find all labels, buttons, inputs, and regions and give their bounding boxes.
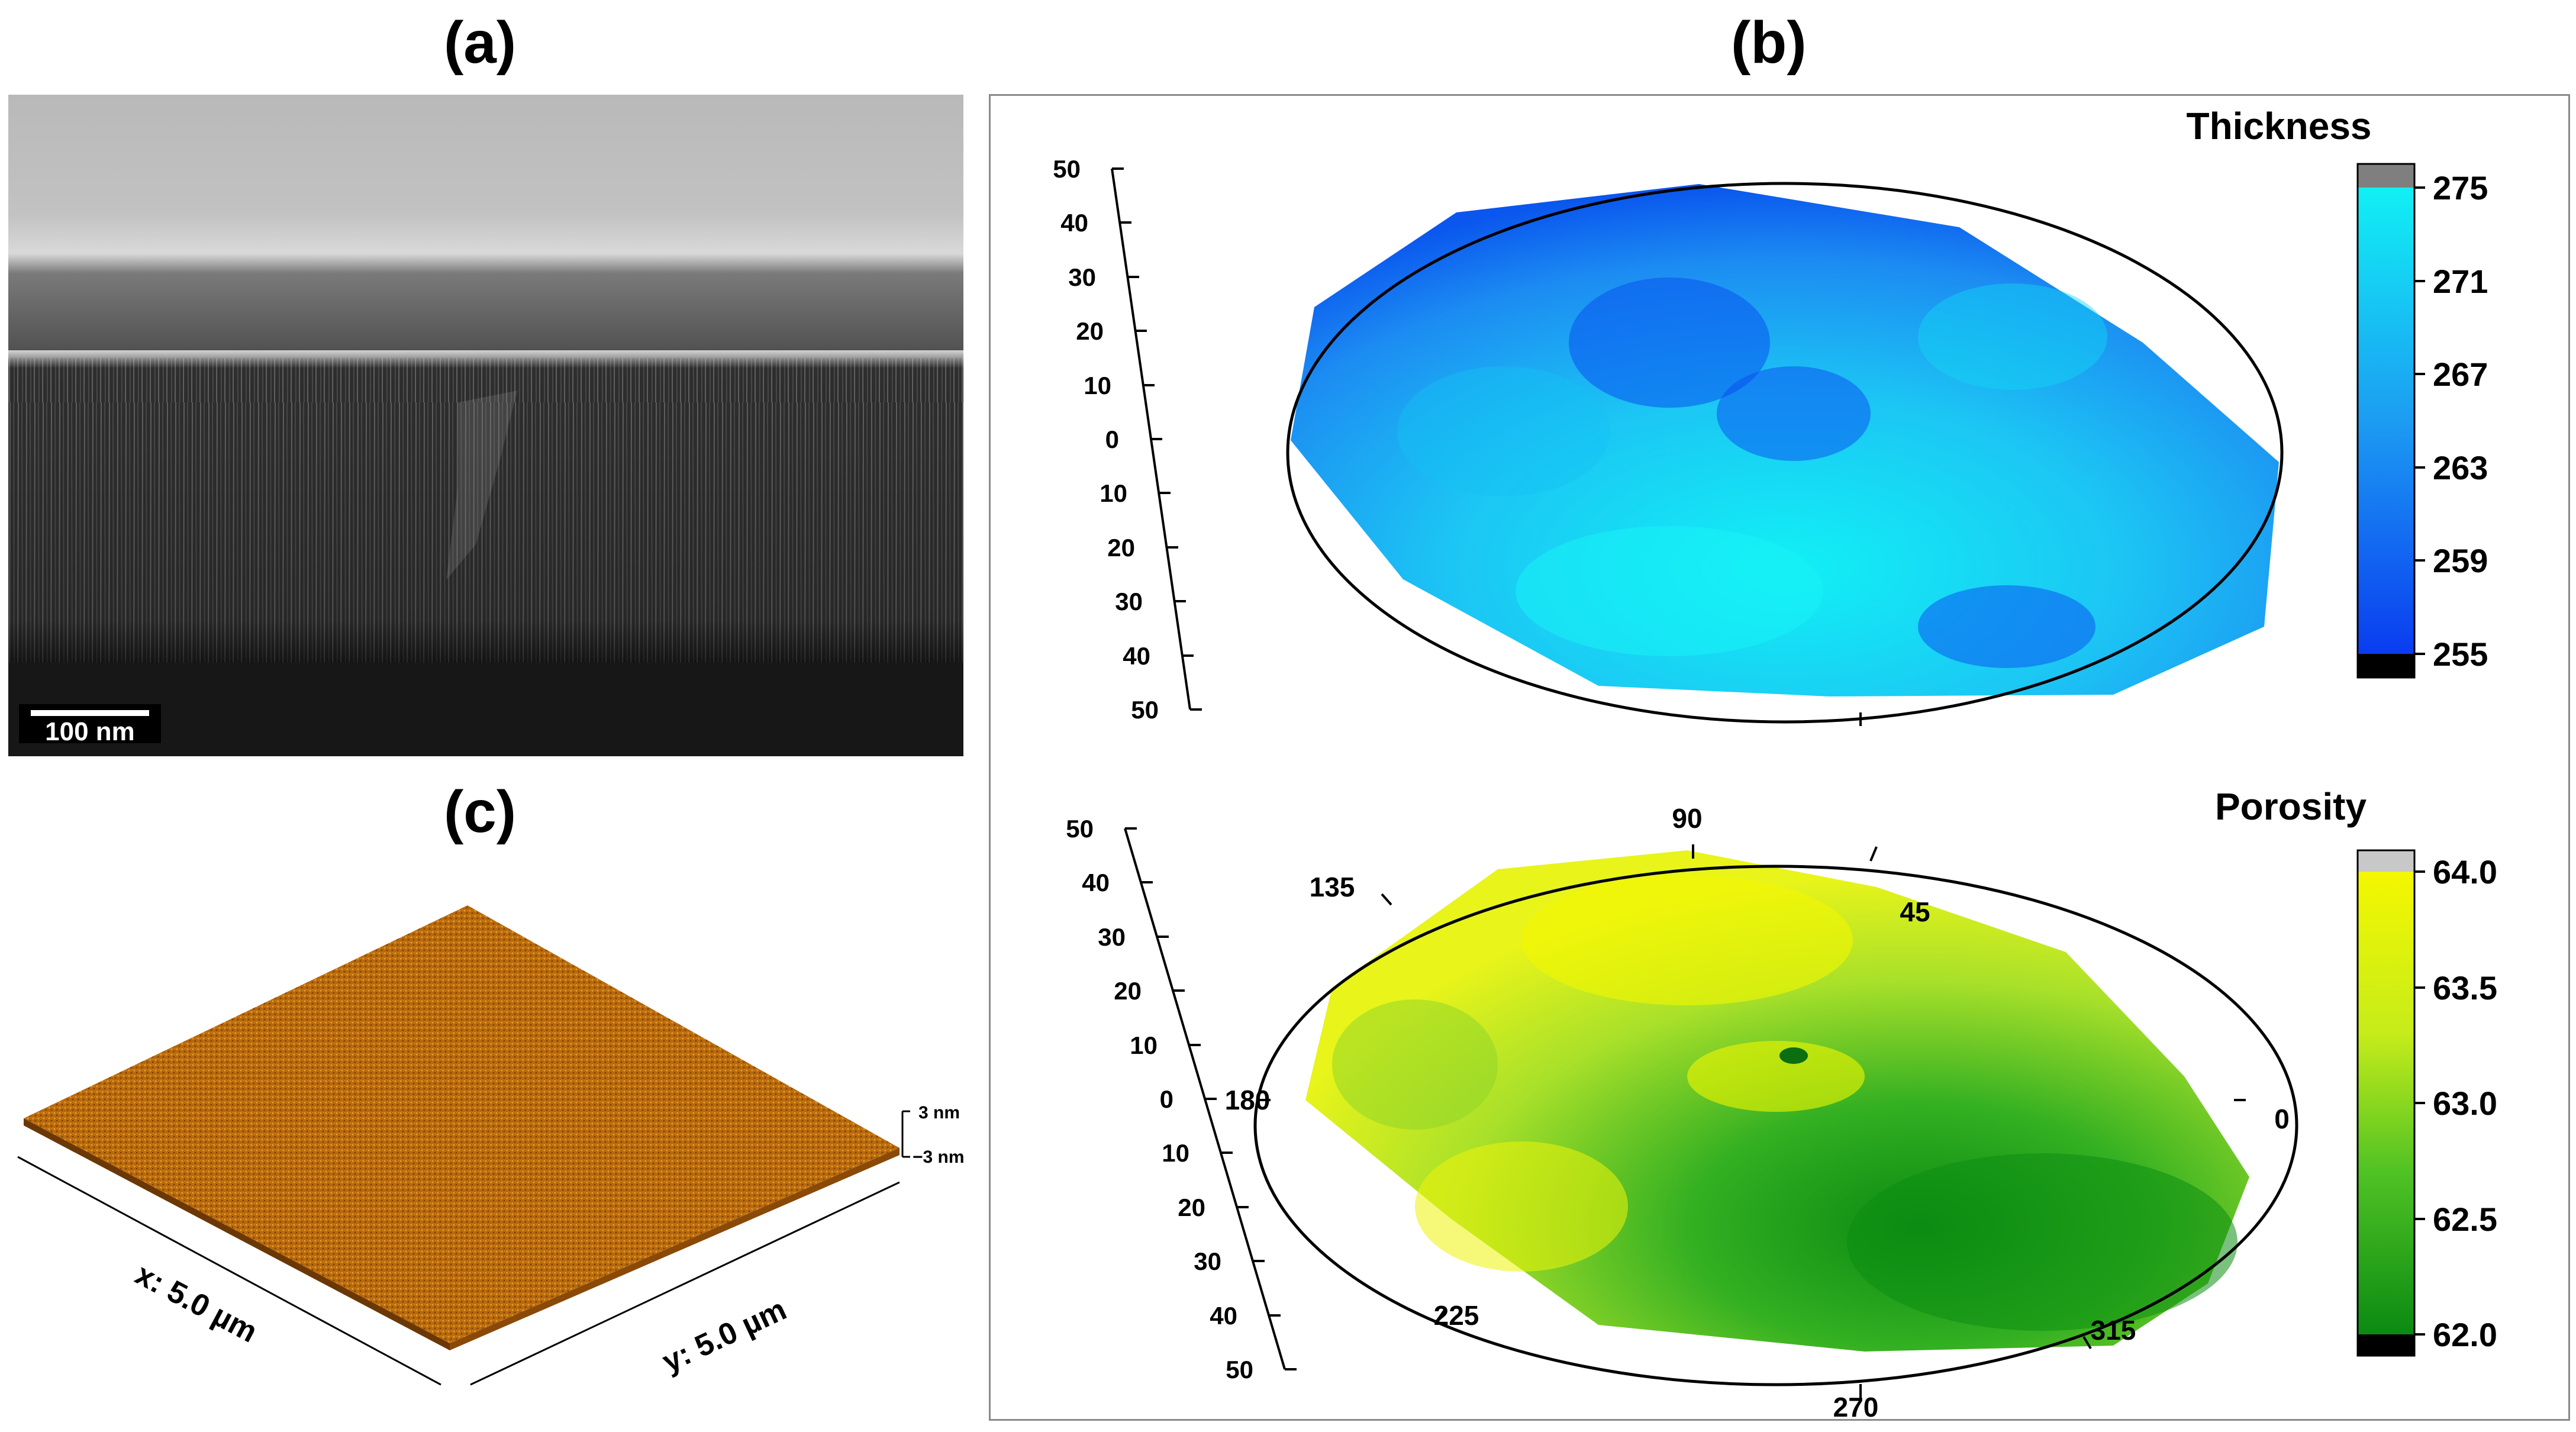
porosity-colorbar: Porosity 64.0 63.5 63.0 62.5 62.0 bbox=[2215, 785, 2497, 1357]
thickness-y-tick: 30 bbox=[1115, 588, 1143, 615]
panel-a-label: (a) bbox=[444, 9, 517, 76]
thickness-y-tick: 40 bbox=[1123, 642, 1150, 670]
scale-bar-label: 100 nm bbox=[45, 717, 135, 746]
angle-label-225: 225 bbox=[1434, 1300, 1479, 1331]
thickness-wafer-outline bbox=[1286, 182, 2284, 724]
porosity-y-tick: 20 bbox=[1178, 1194, 1205, 1221]
porosity-tick: 63.5 bbox=[2433, 969, 2497, 1007]
thickness-y-axis: 50 40 30 20 10 0 10 20 30 40 50 bbox=[1053, 155, 1202, 724]
afm-surface-plot: 3 nm −3 nm x: 5.0 µm y: 5.0 µm bbox=[17, 905, 965, 1386]
panel-b-frame bbox=[989, 94, 2570, 1421]
porosity-tick: 63.0 bbox=[2433, 1085, 2497, 1122]
thickness-tick: 271 bbox=[2433, 263, 2488, 300]
porosity-y-tick: 50 bbox=[1226, 1356, 1253, 1383]
z-top-label: 3 nm bbox=[918, 1103, 960, 1123]
y-axis-label: y: 5.0 µm bbox=[657, 1292, 792, 1379]
thickness-y-tick: 20 bbox=[1076, 317, 1104, 345]
porosity-tick: 62.0 bbox=[2433, 1316, 2497, 1353]
porosity-wafer-outline bbox=[1253, 865, 2298, 1386]
porosity-tick: 62.5 bbox=[2433, 1201, 2497, 1238]
afm-surface bbox=[24, 905, 899, 1343]
porosity-y-tick: 10 bbox=[1162, 1139, 1189, 1167]
sem-cross-section-image: 100 nm bbox=[8, 95, 963, 756]
porosity-y-tick: 40 bbox=[1210, 1302, 1237, 1330]
porosity-wafer-map: 90 45 0 315 270 225 180 135 bbox=[1225, 803, 2298, 1421]
thickness-tick: 263 bbox=[2433, 449, 2488, 486]
thickness-y-tick: 0 bbox=[1105, 425, 1119, 453]
thickness-y-tick: 20 bbox=[1107, 534, 1135, 562]
porosity-title: Porosity bbox=[2215, 785, 2367, 828]
thickness-title: Thickness bbox=[2186, 105, 2371, 147]
thickness-y-tick: 40 bbox=[1060, 209, 1088, 237]
angle-label-135: 135 bbox=[1310, 872, 1355, 902]
thickness-y-tick: 30 bbox=[1068, 263, 1096, 291]
thickness-tick: 255 bbox=[2433, 636, 2488, 673]
angle-label-45: 45 bbox=[1900, 896, 1930, 927]
angle-label-0: 0 bbox=[2274, 1104, 2290, 1134]
porosity-y-tick: 0 bbox=[1160, 1085, 1173, 1113]
angle-label-90: 90 bbox=[1672, 803, 1702, 834]
panel-c-label: (c) bbox=[444, 779, 517, 845]
y-axis-line bbox=[470, 1181, 900, 1386]
thickness-y-tick: 50 bbox=[1131, 696, 1159, 724]
x-axis-line bbox=[17, 1156, 441, 1386]
thickness-wafer-map bbox=[1286, 182, 2284, 726]
scale-bar: 100 nm bbox=[19, 704, 161, 746]
thickness-y-tick: 10 bbox=[1100, 479, 1127, 507]
wafer-maps: 50 40 30 20 10 0 10 20 30 40 50 bbox=[1053, 105, 2497, 1421]
angle-label-180: 180 bbox=[1225, 1085, 1271, 1115]
x-axis-label: x: 5.0 µm bbox=[130, 1257, 263, 1349]
angle-label-315: 315 bbox=[2091, 1315, 2136, 1346]
porosity-y-tick: 30 bbox=[1098, 923, 1126, 951]
porosity-y-tick: 30 bbox=[1194, 1247, 1221, 1275]
angle-label-270: 270 bbox=[1833, 1392, 1879, 1421]
porosity-tick: 64.0 bbox=[2433, 853, 2497, 891]
porosity-y-tick: 40 bbox=[1082, 869, 1110, 896]
porosity-y-tick: 20 bbox=[1114, 977, 1142, 1005]
thickness-tick: 259 bbox=[2433, 542, 2488, 579]
porosity-y-axis: 50 40 30 20 10 0 10 20 30 40 50 bbox=[1066, 815, 1297, 1383]
porosity-y-tick: 50 bbox=[1066, 815, 1094, 843]
thickness-y-tick: 50 bbox=[1053, 155, 1081, 183]
panel-b-label: (b) bbox=[1731, 9, 1807, 76]
nanocolumn-texture bbox=[8, 350, 963, 756]
thickness-tick: 267 bbox=[2433, 356, 2488, 393]
z-bottom-label: −3 nm bbox=[913, 1147, 965, 1167]
thickness-colorbar: Thickness 275 271 267 263 259 255 bbox=[2186, 105, 2488, 679]
porosity-y-tick: 10 bbox=[1130, 1031, 1158, 1059]
thickness-y-tick: 10 bbox=[1084, 372, 1111, 399]
thickness-tick: 275 bbox=[2433, 169, 2488, 207]
